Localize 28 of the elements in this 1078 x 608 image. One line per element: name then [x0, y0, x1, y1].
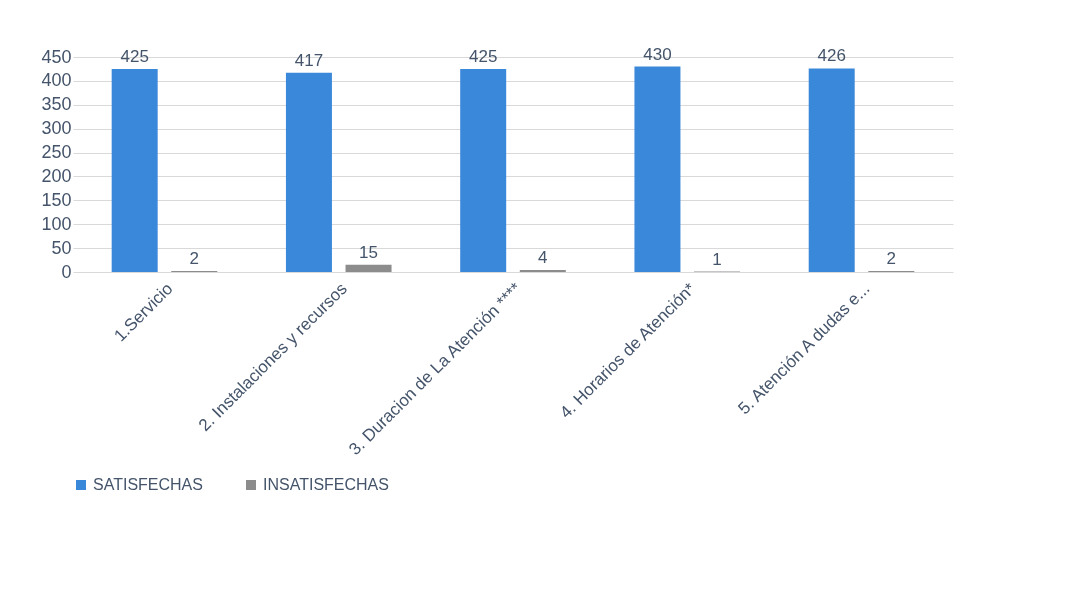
legend-label: INSATISFECHAS [263, 476, 389, 493]
bar [345, 264, 392, 272]
data-label: 425 [120, 46, 149, 66]
y-tick-label: 200 [41, 165, 72, 186]
bar [808, 68, 855, 272]
y-tick-label: 250 [41, 142, 72, 163]
bar [111, 68, 158, 272]
data-label: 2 [886, 249, 897, 269]
bar [285, 72, 332, 272]
y-tick-label: 100 [41, 213, 72, 234]
data-label: 15 [359, 242, 379, 262]
data-label: 1 [712, 249, 722, 269]
y-tick-label: 350 [41, 94, 72, 115]
y-tick-label: 0 [61, 261, 72, 282]
y-tick-label: 450 [41, 46, 72, 67]
data-label: 4 [538, 248, 548, 268]
y-tick-label: 50 [51, 237, 72, 258]
bar [634, 66, 681, 272]
bar [460, 68, 507, 272]
y-tick-label: 300 [41, 118, 72, 139]
data-label: 425 [469, 46, 498, 66]
data-label: 417 [294, 50, 324, 70]
data-label: 430 [643, 44, 672, 64]
data-label: 2 [189, 249, 200, 269]
y-tick-label: 400 [41, 70, 72, 91]
data-label: 426 [817, 46, 846, 66]
y-tick-label: 150 [41, 189, 72, 210]
legend-label: SATISFECHAS [93, 476, 203, 493]
